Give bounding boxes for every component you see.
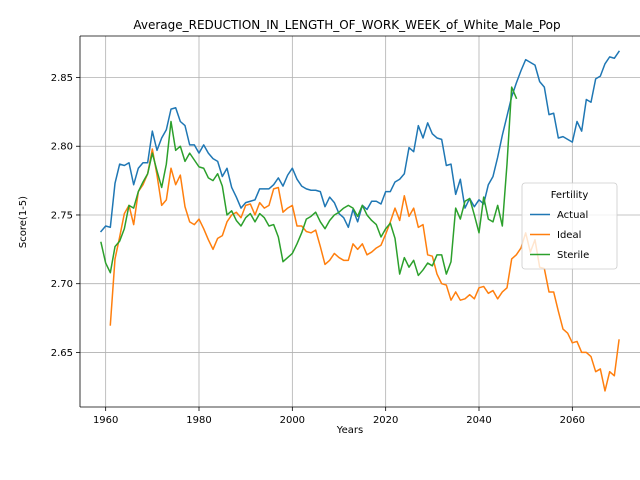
legend-label: Sterile (557, 250, 589, 261)
y-tick-label: 2.85 (51, 73, 73, 84)
legend-label: Actual (557, 210, 588, 221)
y-axis-label: Score(1-5) (18, 196, 29, 248)
x-tick-label: 2040 (466, 415, 491, 426)
y-axis: 2.65 2.70 2.75 2.80 2.85 (51, 73, 80, 359)
series-line-actual (99, 50, 621, 233)
axes-frame (79, 35, 640, 408)
y-tick-label: 2.75 (51, 210, 73, 221)
x-tick-label: 2020 (373, 415, 398, 426)
x-tick-label: 1980 (186, 415, 211, 426)
legend-box (521, 182, 618, 270)
legend: Fertility Actual Ideal Sterile (521, 182, 618, 270)
x-tick-label: 1960 (93, 415, 118, 426)
y-tick-label: 2.80 (51, 142, 73, 153)
x-axis: 1960 1980 2000 2020 2040 2060 (93, 407, 585, 426)
series-line-sterile (100, 86, 518, 277)
x-tick-label: 2060 (560, 415, 585, 426)
x-axis-label: Years (336, 425, 363, 436)
y-tick-label: 2.65 (51, 348, 73, 359)
chart-title: Average_REDUCTION_IN_LENGTH_OF_WORK_WEEK… (133, 18, 560, 32)
x-tick-label: 2000 (280, 415, 305, 426)
legend-title: Fertility (551, 190, 589, 201)
legend-label: Ideal (557, 230, 581, 241)
y-tick-label: 2.70 (51, 279, 73, 290)
